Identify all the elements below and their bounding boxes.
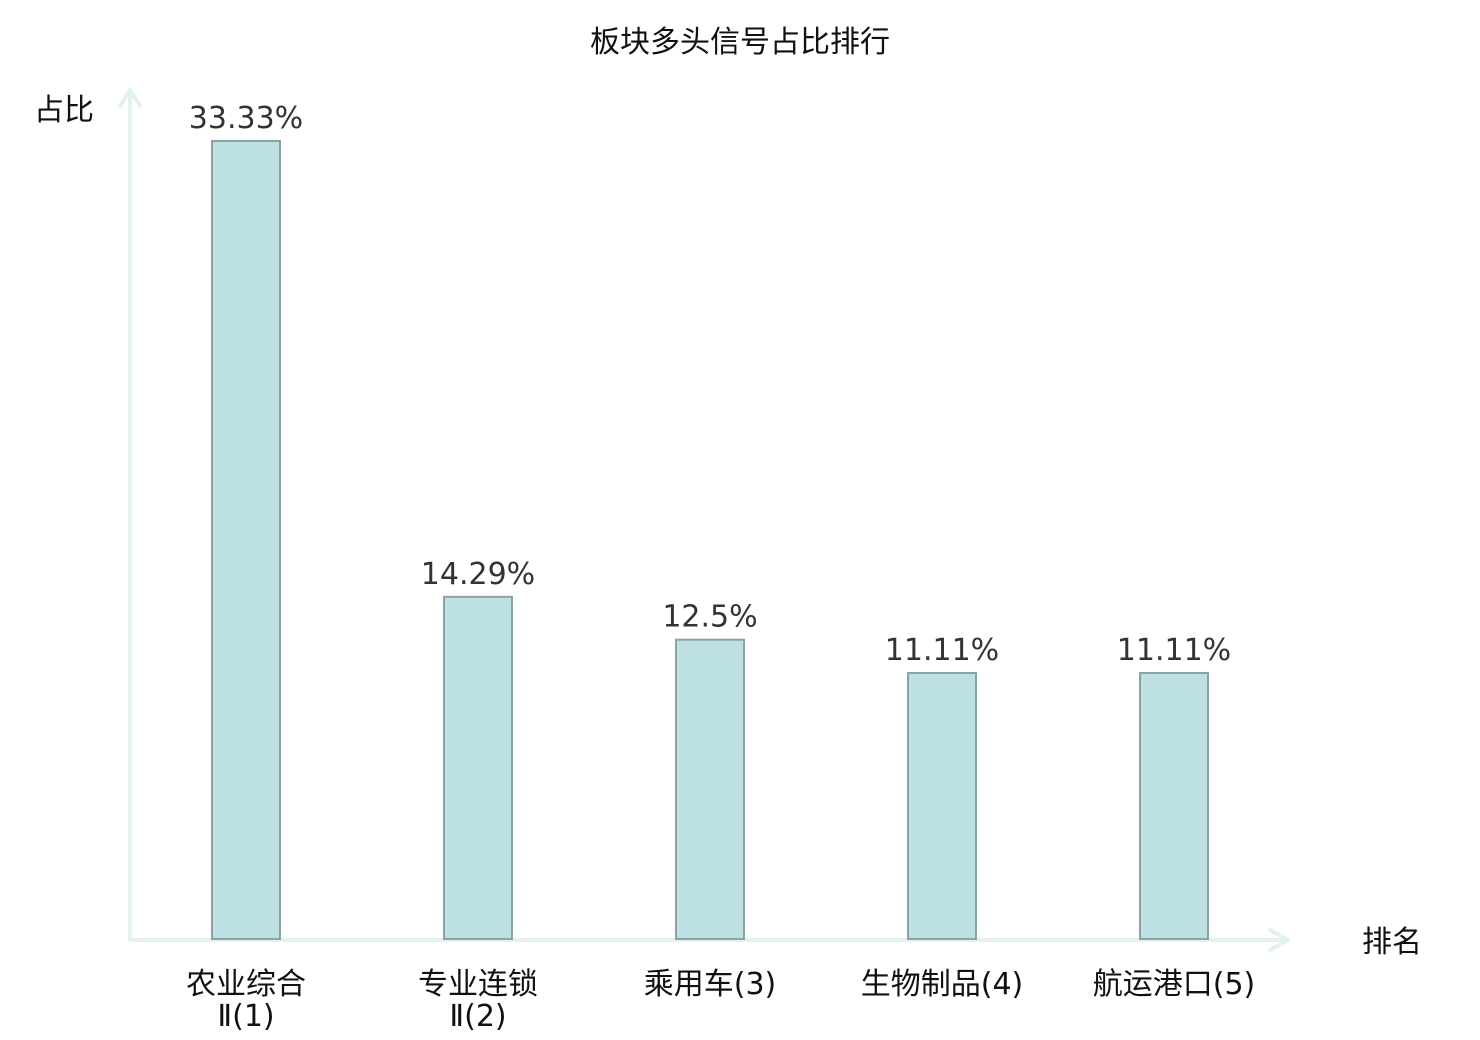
value-labels-group: 33.33% 14.29% 12.5% 11.11% 11.11% bbox=[189, 101, 1231, 668]
category-label: 乘用车(3) bbox=[644, 967, 777, 1002]
x-axis-arrow-icon bbox=[1268, 928, 1290, 952]
bars-group bbox=[211, 139, 1209, 941]
x-axis-label: 排名 bbox=[1362, 925, 1422, 960]
y-axis-arrow-icon bbox=[118, 88, 142, 108]
bar-value-label: 12.5% bbox=[662, 600, 757, 635]
bar bbox=[211, 139, 281, 941]
bar-value-label: 14.29% bbox=[421, 557, 535, 592]
bar bbox=[443, 595, 513, 940]
bar bbox=[907, 671, 977, 941]
y-axis-label: 占比 bbox=[34, 93, 94, 128]
category-label: 农业综合 bbox=[186, 967, 306, 1002]
chart-title: 板块多头信号占比排行 bbox=[590, 25, 890, 60]
category-rank-label: Ⅱ(2) bbox=[449, 999, 506, 1034]
bar-value-label: 11.11% bbox=[885, 633, 999, 668]
category-rank-label: Ⅱ(1) bbox=[217, 999, 274, 1034]
category-label: 生物制品(4) bbox=[861, 967, 1024, 1002]
category-label: 专业连锁 bbox=[418, 967, 538, 1002]
bar-value-label: 11.11% bbox=[1117, 633, 1231, 668]
bar-value-label: 33.33% bbox=[189, 101, 303, 136]
bar bbox=[1139, 671, 1209, 941]
category-label: 航运港口(5) bbox=[1093, 967, 1256, 1002]
bar bbox=[675, 638, 745, 940]
